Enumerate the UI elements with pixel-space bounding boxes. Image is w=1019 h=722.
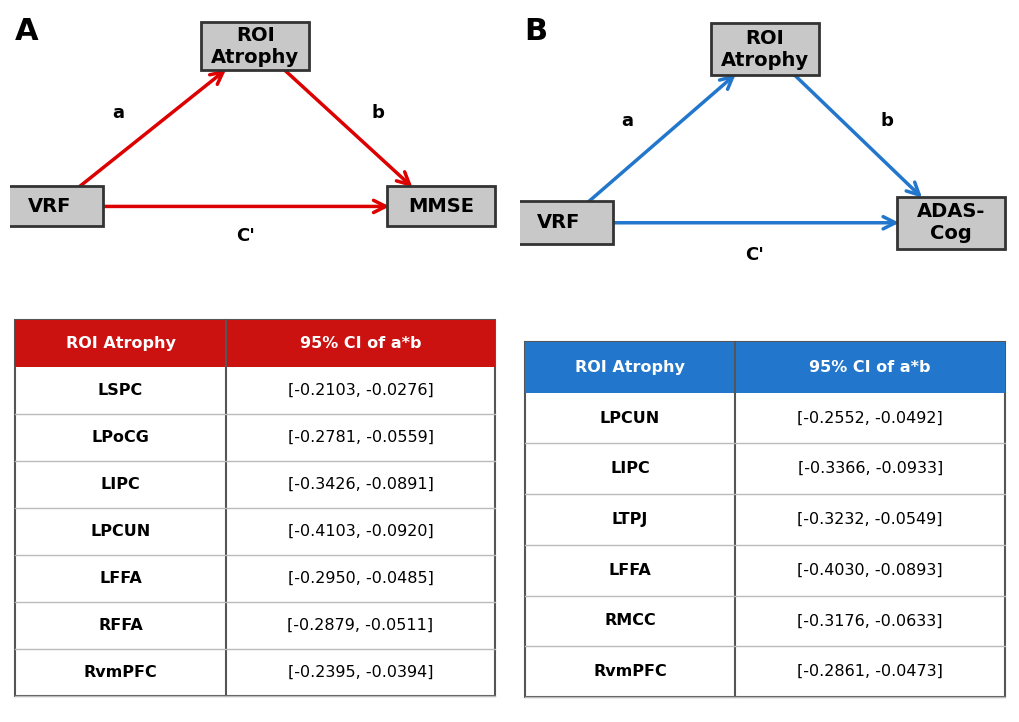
Text: B: B xyxy=(524,17,547,46)
Text: LFFA: LFFA xyxy=(608,562,651,578)
Bar xyxy=(524,342,1004,393)
Text: [-0.3426, -0.0891]: [-0.3426, -0.0891] xyxy=(287,477,433,492)
Text: [-0.3176, -0.0633]: [-0.3176, -0.0633] xyxy=(797,614,942,628)
Text: ROI
Atrophy: ROI Atrophy xyxy=(211,26,299,67)
Text: RvmPFC: RvmPFC xyxy=(84,665,157,680)
FancyBboxPatch shape xyxy=(504,201,612,245)
Text: LPCUN: LPCUN xyxy=(599,411,659,425)
Text: b: b xyxy=(880,113,893,131)
FancyBboxPatch shape xyxy=(710,23,818,75)
Text: [-0.2552, -0.0492]: [-0.2552, -0.0492] xyxy=(797,411,943,425)
Text: [-0.2950, -0.0485]: [-0.2950, -0.0485] xyxy=(287,571,433,586)
Text: [-0.4030, -0.0893]: [-0.4030, -0.0893] xyxy=(797,562,942,578)
Text: LIPC: LIPC xyxy=(609,461,649,477)
Text: LFFA: LFFA xyxy=(99,571,142,586)
Text: ROI Atrophy: ROI Atrophy xyxy=(65,336,175,351)
Bar xyxy=(15,321,495,367)
Text: ADAS-
Cog: ADAS- Cog xyxy=(916,202,984,243)
Text: VRF: VRF xyxy=(28,197,71,216)
Text: a: a xyxy=(621,113,633,131)
Text: A: A xyxy=(15,17,39,46)
FancyBboxPatch shape xyxy=(897,196,1004,249)
Text: LTPJ: LTPJ xyxy=(611,512,648,527)
FancyBboxPatch shape xyxy=(387,186,495,227)
Text: [-0.4103, -0.0920]: [-0.4103, -0.0920] xyxy=(287,524,433,539)
Text: b: b xyxy=(371,104,384,122)
Text: VRF: VRF xyxy=(537,213,580,232)
Text: a: a xyxy=(112,104,124,122)
Text: LIPC: LIPC xyxy=(101,477,141,492)
Text: C': C' xyxy=(745,245,763,264)
FancyBboxPatch shape xyxy=(0,186,103,227)
Text: RMCC: RMCC xyxy=(603,614,655,628)
Text: LSPC: LSPC xyxy=(98,383,143,399)
Text: [-0.3232, -0.0549]: [-0.3232, -0.0549] xyxy=(797,512,942,527)
Text: 95% CI of a*b: 95% CI of a*b xyxy=(809,360,930,375)
Text: [-0.2395, -0.0394]: [-0.2395, -0.0394] xyxy=(287,665,433,680)
Text: RvmPFC: RvmPFC xyxy=(593,664,666,679)
Text: 95% CI of a*b: 95% CI of a*b xyxy=(300,336,421,351)
Text: LPCUN: LPCUN xyxy=(91,524,151,539)
Text: [-0.2879, -0.0511]: [-0.2879, -0.0511] xyxy=(287,618,433,633)
Text: ROI
Atrophy: ROI Atrophy xyxy=(720,29,808,69)
Text: ROI Atrophy: ROI Atrophy xyxy=(575,360,685,375)
FancyBboxPatch shape xyxy=(201,22,309,71)
Text: LPoCG: LPoCG xyxy=(92,430,149,445)
Text: MMSE: MMSE xyxy=(408,197,474,216)
Text: [-0.3366, -0.0933]: [-0.3366, -0.0933] xyxy=(797,461,942,477)
Text: [-0.2861, -0.0473]: [-0.2861, -0.0473] xyxy=(797,664,943,679)
Text: RFFA: RFFA xyxy=(98,618,143,633)
Text: [-0.2103, -0.0276]: [-0.2103, -0.0276] xyxy=(287,383,433,399)
Text: C': C' xyxy=(235,227,255,245)
Text: [-0.2781, -0.0559]: [-0.2781, -0.0559] xyxy=(287,430,433,445)
